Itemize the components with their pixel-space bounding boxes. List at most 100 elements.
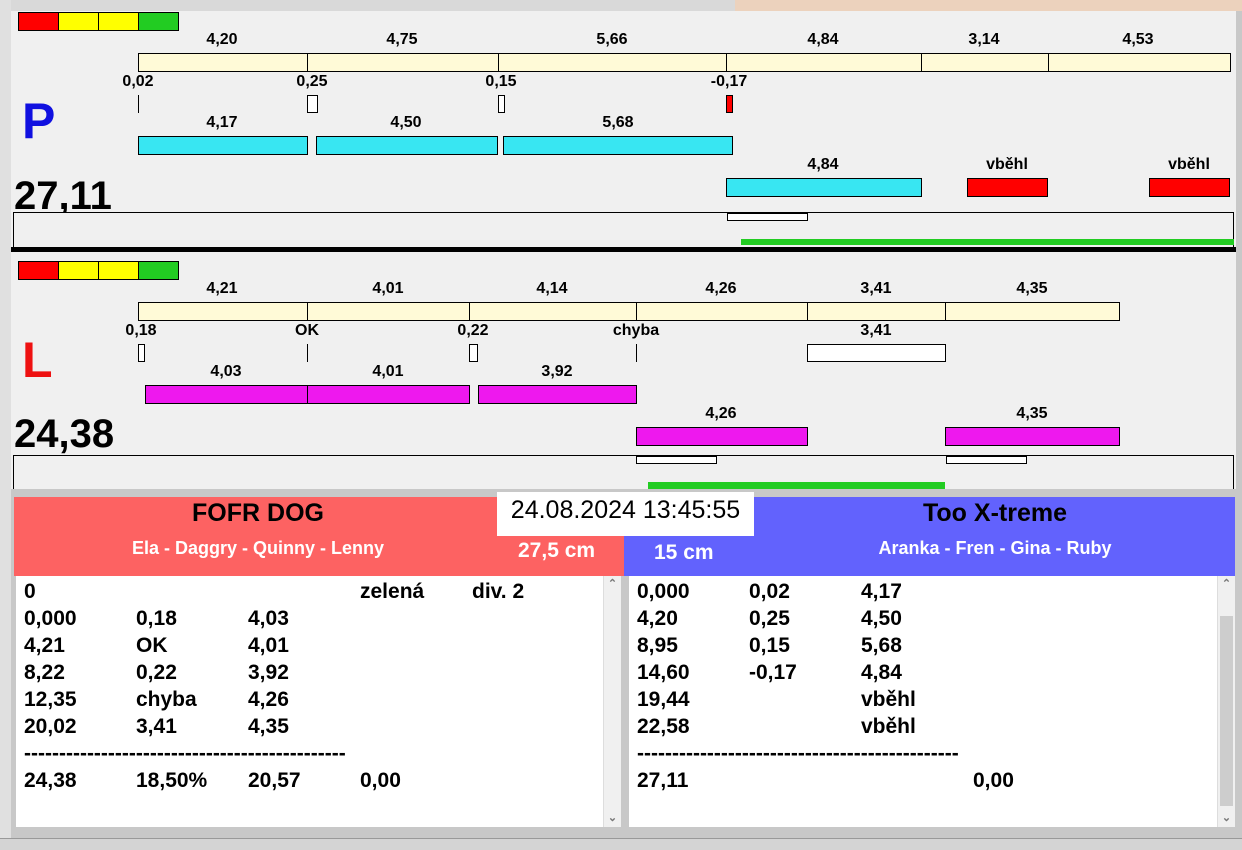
run-label: 4,03 — [210, 363, 242, 380]
log-cell: vběhl — [861, 688, 916, 711]
datetime-display: 24.08.2024 13:45:55 — [497, 492, 754, 536]
lane-l-signal-lights — [18, 261, 179, 280]
lap-bar — [945, 302, 1120, 321]
lap-bar — [726, 53, 922, 72]
lap-label: 4,01 — [372, 280, 404, 297]
log-cell: 4,17 — [861, 580, 902, 603]
log-separator: ----------------------------------------… — [16, 740, 604, 767]
offset-marker-negative — [726, 95, 733, 113]
lap-label: 4,35 — [1016, 280, 1048, 297]
log-cell: 0,18 — [136, 607, 177, 630]
log-row-summary: 24,38 18,50% 20,57 0,00 — [16, 767, 604, 794]
offset-label: chyba — [612, 322, 660, 339]
log-row: 19,44 vběhl — [629, 686, 1217, 713]
run-label: 4,26 — [705, 405, 737, 422]
offset-marker — [138, 344, 145, 362]
log-row: 22,58 vběhl — [629, 713, 1217, 740]
log-cell: 18,50% — [136, 769, 208, 792]
run-label: 4,17 — [206, 114, 238, 131]
run-bar — [636, 427, 808, 446]
log-cell: 4,35 — [248, 715, 289, 738]
log-cell: 4,20 — [637, 607, 678, 630]
scroll-up-icon[interactable]: ⌃ — [1221, 578, 1232, 590]
lane-l-total-time: 24,38 — [14, 412, 115, 456]
log-cell: 12,35 — [24, 688, 77, 711]
right-team-log[interactable]: 0,000 0,02 4,17 4,20 0,25 4,50 8,95 0,15… — [629, 576, 1235, 827]
run-bar — [138, 136, 308, 155]
log-cell: 14,60 — [637, 661, 690, 684]
scroll-down-icon[interactable]: ⌄ — [607, 812, 618, 824]
left-team-members: Ela - Daggry - Quinny - Lenny — [131, 538, 385, 558]
run-label: 4,35 — [1016, 405, 1048, 422]
scroll-down-icon[interactable]: ⌄ — [1221, 812, 1232, 824]
log-cell: 20,02 — [24, 715, 77, 738]
log-row: 20,02 3,41 4,35 — [16, 713, 604, 740]
log-row: 8,95 0,15 5,68 — [629, 632, 1217, 659]
log-cell: 5,68 — [861, 634, 902, 657]
log-row: 0 zelená div. 2 — [16, 578, 604, 605]
log-cell: -0,17 — [749, 661, 797, 684]
scroll-thumb[interactable] — [1220, 616, 1233, 806]
log-cell: 3,92 — [248, 661, 289, 684]
run-label: vběhl — [986, 156, 1028, 173]
lane-p-letter: P — [22, 93, 56, 149]
scroll-up-icon[interactable]: ⌃ — [607, 578, 618, 590]
log-cell: ----------------------------------------… — [637, 742, 959, 765]
log-row: 4,21 OK 4,01 — [16, 632, 604, 659]
lane-l-progress-track — [13, 455, 1234, 489]
run-label: 5,68 — [602, 114, 634, 131]
lap-label: 4,20 — [206, 31, 238, 48]
lane-l-panel — [11, 252, 1236, 489]
log-row: 12,35 chyba 4,26 — [16, 686, 604, 713]
log-cell: 20,57 — [248, 769, 301, 792]
lane-l-progress-fill — [648, 482, 945, 489]
log-cell: 4,01 — [248, 634, 289, 657]
offset-marker — [469, 344, 478, 362]
log-cell: 0,25 — [749, 607, 790, 630]
offset-marker — [307, 95, 318, 113]
log-cell: 8,95 — [637, 634, 678, 657]
log-separator: ----------------------------------------… — [629, 740, 1217, 767]
run-label: vběhl — [1168, 156, 1210, 173]
offset-label: 0,18 — [125, 322, 157, 339]
log-cell: 0,00 — [360, 769, 401, 792]
signal-yellow — [59, 262, 99, 279]
lane-l-progress-marker — [946, 456, 1027, 464]
offset-label: 3,41 — [860, 322, 892, 339]
lane-p-signal-lights — [18, 12, 179, 31]
run-bar-fault — [967, 178, 1048, 197]
lap-label: 4,26 — [705, 280, 737, 297]
lap-bar — [921, 53, 1049, 72]
lap-label: 4,53 — [1122, 31, 1154, 48]
offset-label: 0,25 — [296, 73, 328, 90]
run-bar — [726, 178, 922, 197]
offset-tick — [138, 95, 139, 113]
run-label: 3,92 — [541, 363, 573, 380]
log-row: 8,22 0,22 3,92 — [16, 659, 604, 686]
log-row: 14,60 -0,17 4,84 — [629, 659, 1217, 686]
lap-label: 4,75 — [386, 31, 418, 48]
lap-label: 4,84 — [807, 31, 839, 48]
lap-label: 4,21 — [206, 280, 238, 297]
log-row-summary: 27,11 0,00 — [629, 767, 1217, 794]
lap-label: 5,66 — [596, 31, 628, 48]
left-team-height: 27,5 cm — [518, 539, 596, 562]
lane-l-letter: L — [22, 332, 53, 388]
lap-bar — [307, 302, 470, 321]
left-team-name: FOFR DOG — [192, 499, 324, 527]
log-cell: vběhl — [861, 715, 916, 738]
log-cell: 22,58 — [637, 715, 690, 738]
offset-marker — [498, 95, 505, 113]
log-cell: 0,000 — [24, 607, 77, 630]
run-bar-fault — [1149, 178, 1230, 197]
right-team-height: 15 cm — [654, 541, 714, 564]
signal-red — [19, 262, 59, 279]
left-team-log[interactable]: 0 zelená div. 2 0,000 0,18 4,03 4,21 OK … — [16, 576, 621, 827]
lane-divider — [11, 247, 1236, 252]
left-log-scrollbar[interactable]: ⌃ ⌄ — [603, 576, 621, 827]
right-team-members: Aranka - Fren - Gina - Ruby — [878, 538, 1112, 558]
right-log-scrollbar[interactable]: ⌃ ⌄ — [1217, 576, 1235, 827]
lap-bar — [498, 53, 727, 72]
log-cell: 8,22 — [24, 661, 65, 684]
run-bar — [145, 385, 308, 404]
